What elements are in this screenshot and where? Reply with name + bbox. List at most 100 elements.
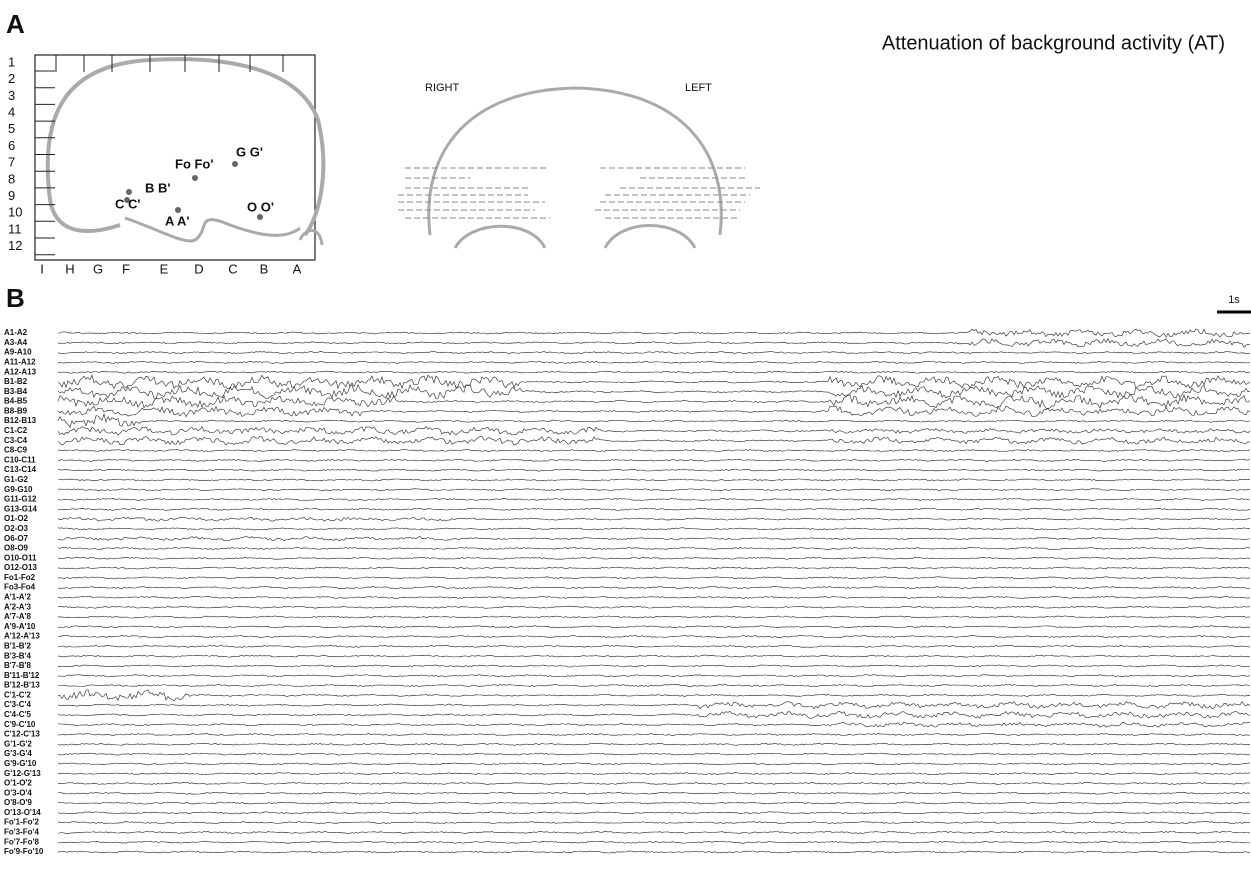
- channel-label: C13-C14: [4, 465, 37, 474]
- eeg-trace: [57, 516, 1251, 522]
- row-label: 8: [8, 171, 15, 186]
- eeg-trace: [57, 654, 1251, 658]
- coronal-outline: [427, 86, 723, 236]
- channel-label: A'12-A'13: [4, 632, 40, 641]
- channel-label: O12-O13: [4, 563, 37, 572]
- eeg-trace: [57, 791, 1251, 795]
- eeg-trace: [57, 595, 1251, 599]
- electrode-label: O O': [247, 199, 274, 214]
- column-label: F: [122, 261, 130, 276]
- channel-label: A9-A10: [4, 348, 32, 357]
- channel-label: B'7-B'8: [4, 661, 31, 670]
- channel-label: Fo'3-Fo'4: [4, 828, 39, 837]
- eeg-trace: [57, 821, 1251, 825]
- column-label: B: [260, 261, 269, 276]
- eeg-trace: [57, 547, 1251, 550]
- eeg-trace: [57, 701, 1251, 710]
- eeg-trace: [57, 468, 1251, 472]
- channel-label: A12-A13: [4, 367, 37, 376]
- electrode: [124, 197, 130, 203]
- eeg-trace: [57, 644, 1251, 648]
- column-label: H: [65, 261, 74, 276]
- channel-label: A11-A12: [4, 357, 36, 366]
- eeg-trace: [57, 711, 1251, 719]
- eeg-trace: [57, 742, 1251, 746]
- row-label: 9: [8, 188, 15, 203]
- electrode-label: C C': [115, 196, 140, 211]
- electrode-label: Fo Fo': [175, 156, 213, 171]
- channel-label: Fo'7-Fo'8: [4, 837, 39, 846]
- eeg-trace: [57, 435, 1251, 446]
- channel-label: A'9-A'10: [4, 622, 36, 631]
- eeg-trace: [57, 405, 1251, 418]
- channel-label: C'12-C'13: [4, 730, 40, 739]
- row-label: 3: [8, 88, 15, 103]
- row-label: 10: [8, 205, 22, 220]
- electrode: [232, 161, 238, 167]
- channel-label: O'13-O'14: [4, 808, 41, 817]
- channel-label: Fo1-Fo2: [4, 573, 36, 582]
- panel-label: B: [6, 283, 25, 313]
- eeg-trace: [57, 374, 1251, 390]
- channel-label: A'2-A'3: [4, 602, 31, 611]
- eeg-trace: [57, 684, 1251, 687]
- channel-label: O6-O7: [4, 534, 29, 543]
- eeg-trace: [57, 721, 1250, 728]
- channel-label: C'9-C'10: [4, 720, 36, 729]
- eeg-trace: [57, 625, 1251, 629]
- scale-label: 1s: [1228, 294, 1240, 306]
- channel-label: C3-C4: [4, 436, 28, 445]
- channel-label: B8-B9: [4, 406, 28, 415]
- channel-label: Fo'9-Fo'10: [4, 847, 44, 856]
- eeg-trace: [58, 536, 1251, 542]
- channel-label: C'1-C'2: [4, 690, 31, 699]
- channel-label: B'12-B'13: [4, 681, 40, 690]
- column-label: A: [293, 261, 302, 276]
- row-label: 11: [8, 221, 22, 236]
- eeg-trace: [57, 498, 1251, 501]
- channel-label: C1-C2: [4, 426, 28, 435]
- eeg-trace: [57, 801, 1251, 805]
- channel-label: O'1-O'2: [4, 779, 32, 788]
- channel-label: O'8-O'9: [4, 798, 32, 807]
- row-label: 5: [8, 121, 15, 136]
- column-label: D: [194, 261, 203, 276]
- channel-label: B3-B4: [4, 387, 28, 396]
- eeg-trace: [57, 635, 1251, 638]
- channel-label: B'1-B'2: [4, 641, 31, 650]
- eeg-trace: [57, 337, 1251, 348]
- eeg-trace: [57, 615, 1251, 619]
- eeg-trace: [58, 478, 1250, 482]
- channel-label: Fo'1-Fo'2: [4, 818, 39, 827]
- channel-label: O'3-O'4: [4, 788, 32, 797]
- eeg-trace: [57, 394, 1251, 409]
- row-label: 1: [8, 54, 15, 69]
- channel-label: G9-G10: [4, 485, 33, 494]
- channel-label: O1-O2: [4, 514, 29, 523]
- channel-label: A3-A4: [4, 338, 28, 347]
- eeg-trace: [57, 449, 1251, 452]
- channel-label: G1-G2: [4, 475, 29, 484]
- eeg-trace: [58, 556, 1251, 560]
- row-label: 7: [8, 155, 15, 170]
- column-label: G: [93, 261, 103, 276]
- electrode-label: G G': [236, 144, 263, 159]
- eeg-trace: [57, 752, 1251, 756]
- electrode-label: B B': [145, 180, 170, 195]
- channel-label: B'3-B'4: [4, 651, 31, 660]
- channel-label: C'4-C'5: [4, 710, 31, 719]
- eeg-trace: [57, 733, 1250, 736]
- channel-label: A1-A2: [4, 328, 28, 337]
- eeg-trace: [57, 328, 1251, 338]
- eeg-trace: [57, 507, 1251, 511]
- channel-label: G'9-G'10: [4, 759, 37, 768]
- eeg-trace: [57, 811, 1251, 815]
- eeg-trace: [57, 527, 1251, 531]
- eeg-trace: [57, 351, 1251, 355]
- channel-label: O10-O11: [4, 553, 37, 562]
- eeg-trace: [57, 762, 1251, 766]
- column-label: E: [160, 261, 169, 276]
- electrode-label: A A': [165, 213, 190, 228]
- row-label: 12: [8, 238, 22, 253]
- brain-outline: [45, 57, 326, 237]
